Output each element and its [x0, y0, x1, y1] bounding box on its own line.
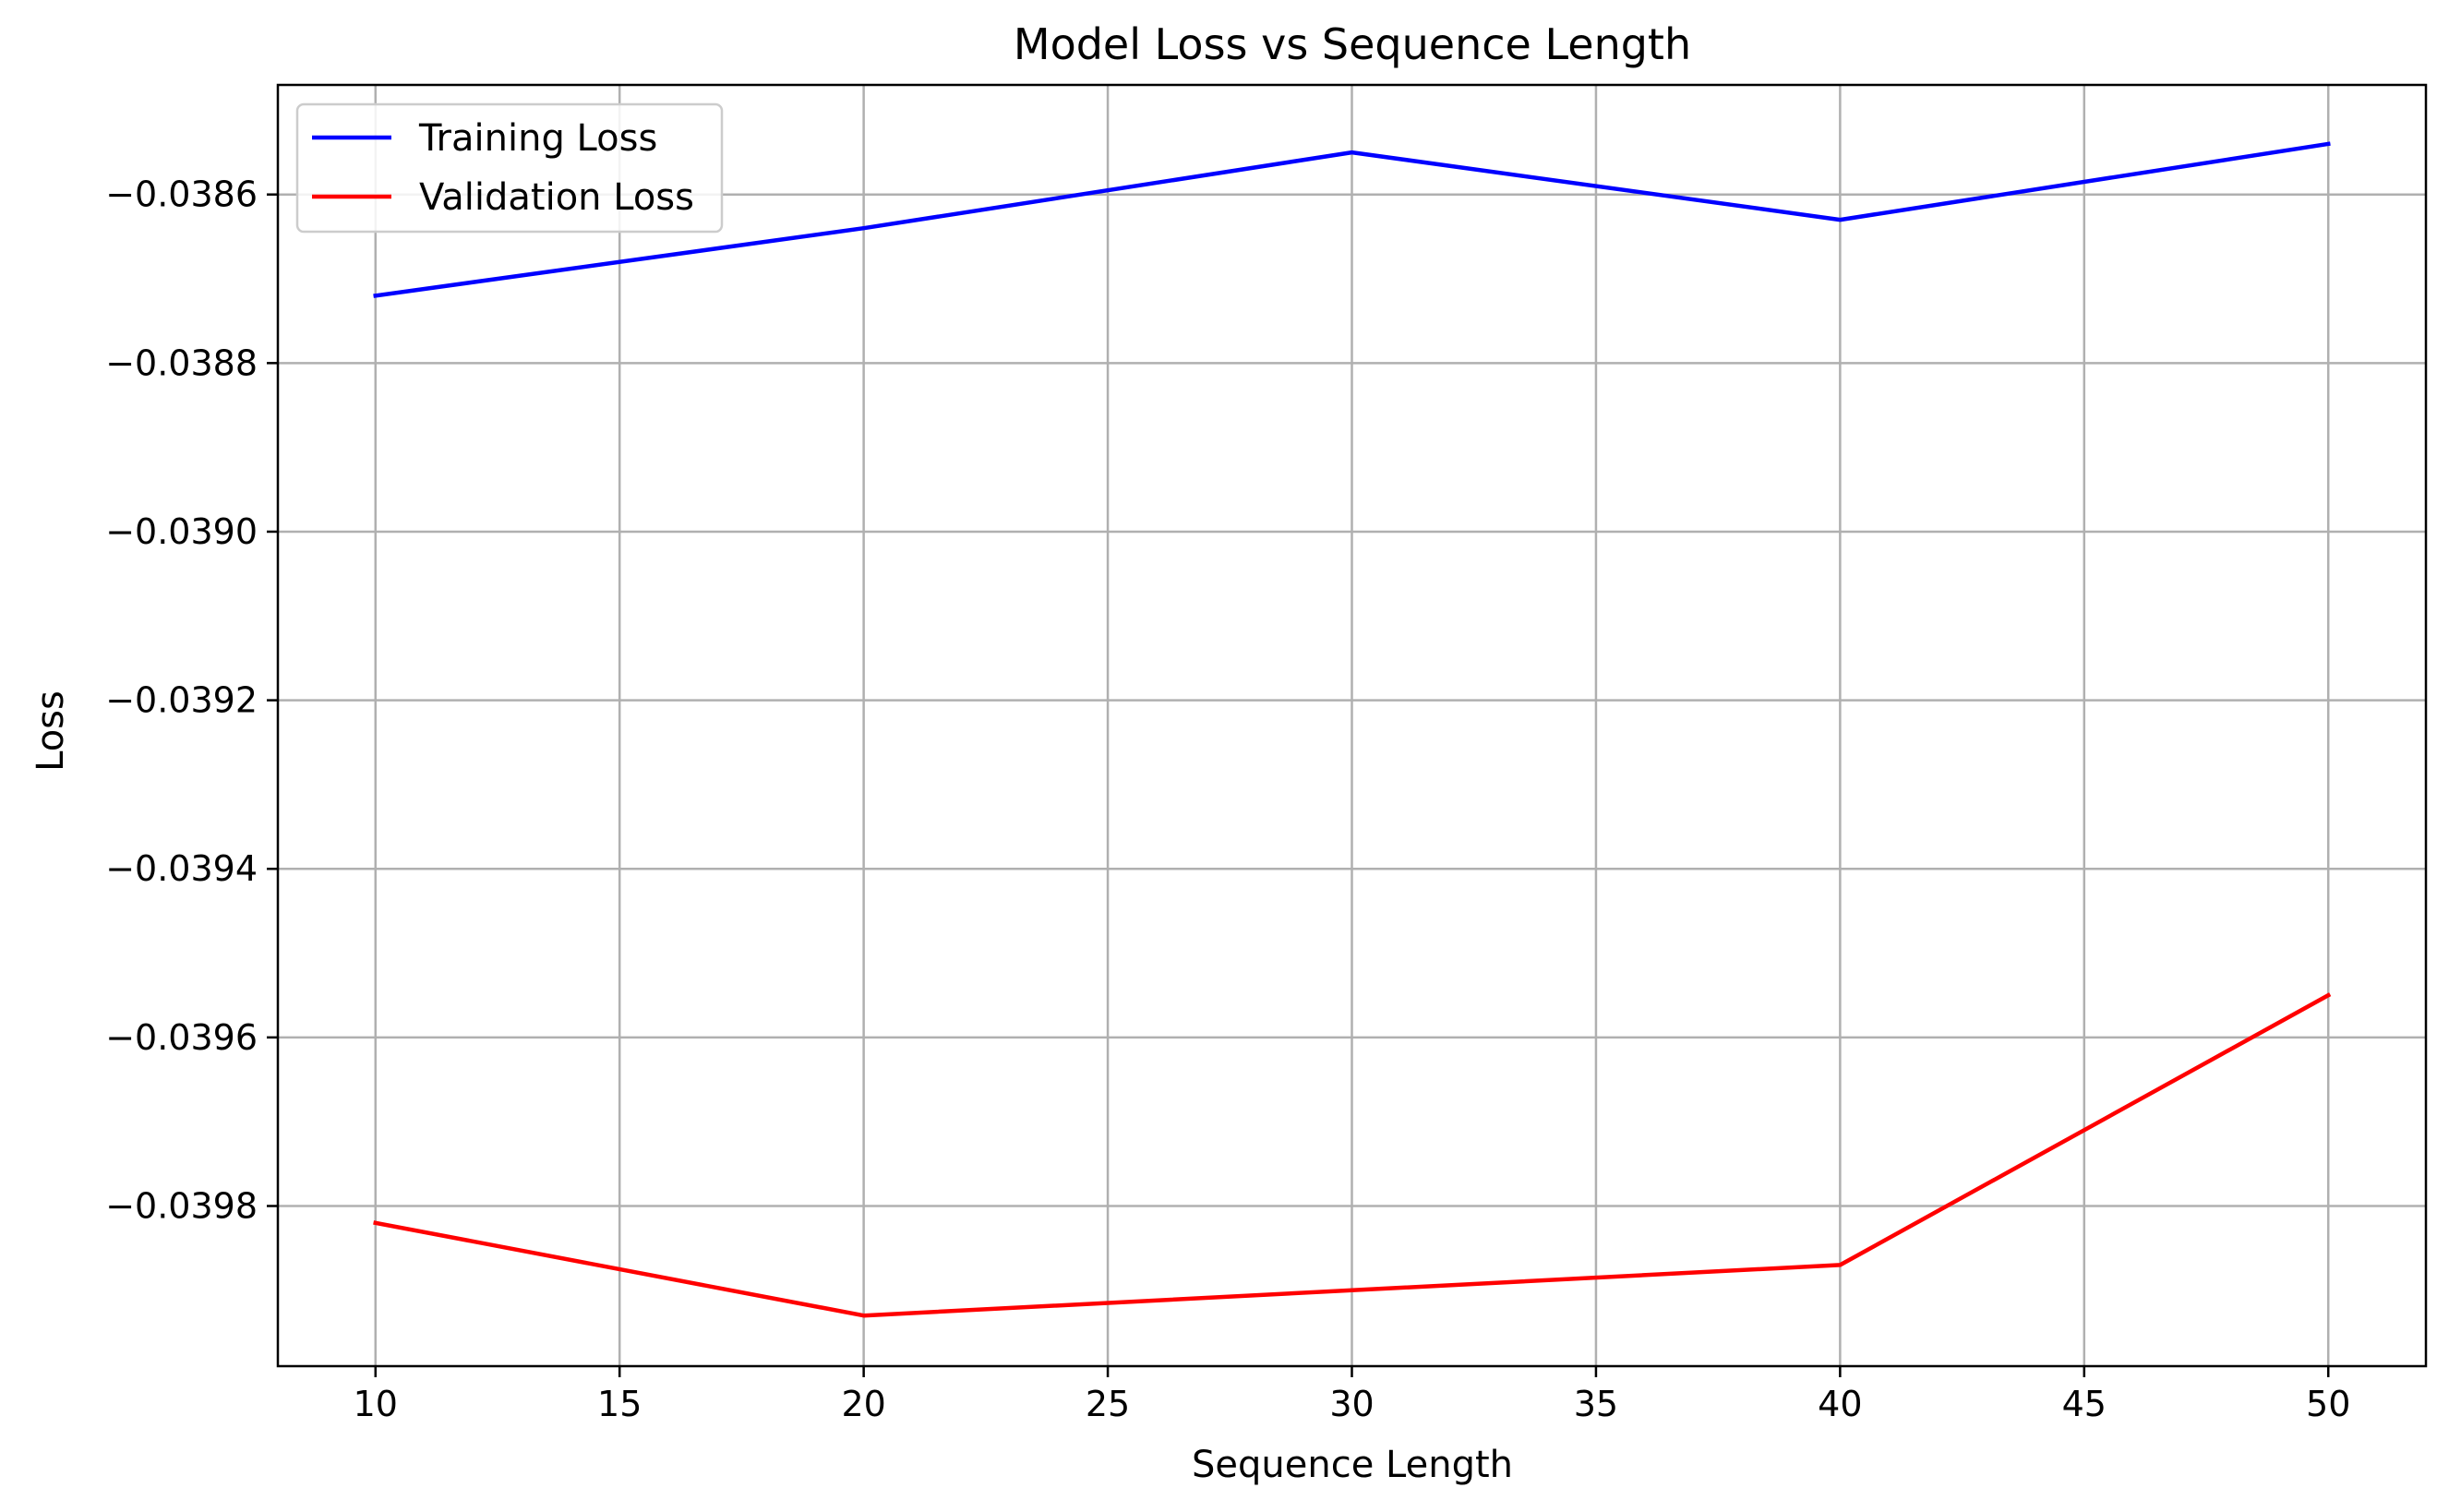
data-point — [1350, 150, 1354, 155]
x-tick-label: 30 — [1329, 1384, 1374, 1424]
y-tick-label: −0.0390 — [105, 511, 258, 552]
data-point — [1350, 1288, 1354, 1292]
x-tick-label: 50 — [2306, 1384, 2350, 1424]
legend: Training Loss Validation Loss — [295, 102, 724, 234]
x-tick-label: 15 — [597, 1384, 642, 1424]
ticks: 10 15 20 25 30 35 40 45 50 −0.0398 −0.0396 −0.0394 −… — [105, 174, 2350, 1424]
data-point — [2326, 993, 2331, 998]
y-tick-label: −0.0394 — [105, 848, 258, 889]
data-point — [861, 1314, 866, 1318]
y-tick-label: −0.0386 — [105, 174, 258, 215]
y-axis-label: Loss — [30, 690, 72, 772]
x-axis-label: Sequence Length — [1192, 1444, 1513, 1486]
y-tick-label: −0.0388 — [105, 342, 258, 383]
data-point — [1838, 1263, 1843, 1267]
data-point — [861, 226, 866, 231]
data-point — [1838, 218, 1843, 222]
legend-label: Validation Loss — [419, 176, 694, 219]
legend-label: Training Loss — [418, 117, 657, 160]
x-tick-label: 20 — [841, 1384, 885, 1424]
series-layer — [373, 141, 2332, 1318]
x-tick-label: 35 — [1574, 1384, 1618, 1424]
grid — [278, 85, 2426, 1366]
x-tick-label: 25 — [1086, 1384, 1130, 1424]
y-tick-label: −0.0398 — [105, 1186, 258, 1227]
data-point — [2326, 141, 2331, 146]
data-point — [373, 294, 378, 298]
x-tick-label: 40 — [1818, 1384, 1862, 1424]
y-tick-label: −0.0396 — [105, 1017, 258, 1058]
x-tick-label: 10 — [354, 1384, 398, 1424]
x-tick-label: 45 — [2062, 1384, 2107, 1424]
y-tick-label: −0.0392 — [105, 680, 258, 721]
legend-box — [295, 102, 724, 234]
data-point — [373, 1220, 378, 1225]
chart-title: Model Loss vs Sequence Length — [1014, 19, 1691, 69]
